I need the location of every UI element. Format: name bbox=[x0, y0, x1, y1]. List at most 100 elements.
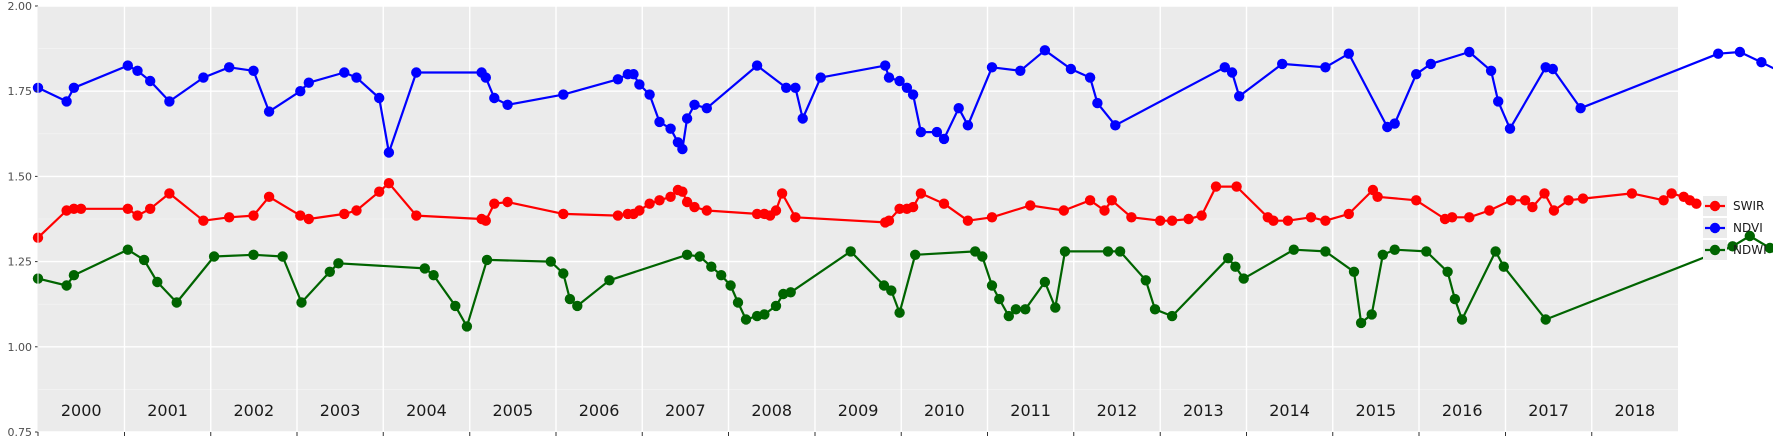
data-point bbox=[915, 126, 927, 138]
data-point bbox=[68, 270, 80, 281]
data-point bbox=[740, 314, 752, 325]
data-point bbox=[1305, 212, 1317, 223]
data-point bbox=[677, 143, 688, 155]
data-point bbox=[248, 249, 259, 260]
legend-key-point bbox=[1709, 222, 1721, 234]
data-point bbox=[759, 309, 770, 320]
data-point bbox=[411, 67, 422, 78]
y-tick-label: 0.75 bbox=[8, 426, 33, 439]
data-point bbox=[1210, 181, 1222, 192]
year-label: 2018 bbox=[1615, 401, 1656, 420]
year-label: 2016 bbox=[1442, 401, 1483, 420]
data-point bbox=[75, 203, 87, 214]
y-tick-label: 1.75 bbox=[8, 85, 33, 98]
data-point bbox=[751, 60, 763, 71]
data-point bbox=[1493, 96, 1504, 107]
series-line-ndwi bbox=[37, 234, 1773, 328]
year-label: 2008 bbox=[751, 401, 792, 420]
data-point bbox=[1106, 195, 1118, 206]
data-point bbox=[962, 215, 974, 226]
data-point bbox=[894, 307, 905, 318]
data-point bbox=[122, 203, 133, 214]
data-point bbox=[1084, 195, 1096, 206]
legend-item-ndwi: NDWI bbox=[1703, 240, 1767, 260]
data-point bbox=[1166, 310, 1178, 322]
data-point bbox=[1320, 215, 1331, 226]
legend-label: NDVI bbox=[1733, 221, 1763, 235]
data-point bbox=[790, 82, 801, 94]
data-point bbox=[145, 203, 156, 214]
data-point bbox=[1238, 273, 1249, 284]
data-point bbox=[1110, 120, 1121, 131]
data-point bbox=[1411, 195, 1422, 206]
year-label: 2006 bbox=[579, 401, 620, 420]
series-swir bbox=[32, 178, 1702, 243]
data-point bbox=[545, 256, 556, 267]
data-point bbox=[1442, 266, 1453, 277]
data-point bbox=[558, 208, 569, 220]
data-point bbox=[374, 92, 385, 104]
data-point bbox=[1389, 244, 1400, 255]
data-point bbox=[164, 96, 175, 107]
data-point bbox=[1506, 195, 1517, 206]
data-point bbox=[1713, 48, 1724, 59]
data-point bbox=[1527, 201, 1538, 213]
legend-item-swir: SWIR bbox=[1703, 196, 1764, 216]
data-point bbox=[681, 196, 693, 208]
data-point bbox=[1548, 205, 1560, 216]
data-point bbox=[164, 188, 175, 199]
data-point bbox=[1411, 69, 1422, 80]
data-point bbox=[461, 321, 473, 332]
data-point bbox=[716, 270, 727, 281]
y-tick-label: 2.00 bbox=[8, 0, 33, 13]
data-point bbox=[489, 198, 500, 209]
data-point bbox=[901, 82, 913, 94]
data-point bbox=[1372, 191, 1383, 202]
data-point bbox=[1222, 253, 1234, 264]
data-point bbox=[845, 246, 856, 257]
legend-key-point bbox=[1709, 200, 1721, 212]
y-axis: 0.75 1.00 1.25 1.50 1.75 2.00 bbox=[8, 0, 39, 439]
data-point bbox=[1389, 118, 1400, 129]
data-point bbox=[1764, 242, 1773, 254]
data-point bbox=[122, 244, 133, 255]
data-point bbox=[1114, 246, 1126, 257]
data-point bbox=[1039, 276, 1051, 288]
data-point bbox=[1149, 304, 1161, 315]
data-point bbox=[1490, 246, 1501, 257]
data-point bbox=[122, 60, 133, 71]
data-point bbox=[1456, 314, 1468, 325]
data-point bbox=[481, 254, 493, 266]
data-point bbox=[419, 263, 430, 274]
data-point bbox=[1015, 65, 1026, 77]
data-point bbox=[1504, 123, 1516, 134]
data-point bbox=[781, 82, 792, 94]
data-point bbox=[564, 293, 576, 305]
data-point bbox=[706, 261, 717, 272]
data-point bbox=[68, 82, 80, 94]
data-point bbox=[1449, 293, 1461, 305]
data-point bbox=[1547, 63, 1559, 75]
data-point bbox=[732, 297, 744, 308]
data-point bbox=[61, 96, 72, 107]
data-point bbox=[977, 251, 988, 262]
data-point bbox=[1563, 195, 1574, 206]
data-point bbox=[1343, 48, 1355, 59]
data-point bbox=[296, 297, 307, 308]
data-point bbox=[1230, 261, 1241, 272]
data-point bbox=[324, 266, 335, 277]
data-point bbox=[986, 280, 998, 291]
data-point bbox=[962, 120, 974, 131]
data-point bbox=[1464, 212, 1475, 223]
data-point bbox=[1446, 212, 1458, 223]
data-point bbox=[295, 86, 306, 97]
data-point bbox=[886, 285, 897, 296]
data-point bbox=[612, 210, 624, 221]
data-point bbox=[681, 113, 693, 124]
data-point bbox=[701, 103, 712, 114]
data-point bbox=[480, 215, 491, 226]
data-point bbox=[1025, 200, 1036, 211]
year-label: 2014 bbox=[1269, 401, 1310, 420]
